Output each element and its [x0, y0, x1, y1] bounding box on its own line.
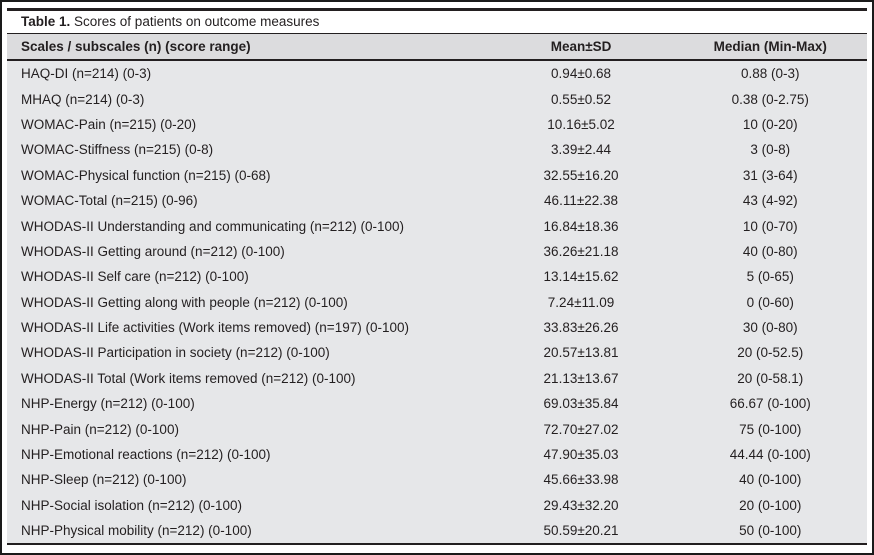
scale-cell: NHP-Emotional reactions (n=212) (0-100): [7, 441, 489, 468]
scale-cell: WHODAS-II Understanding and communicatin…: [7, 213, 489, 239]
scale-cell: WHODAS-II Self care (n=212) (0-100): [7, 264, 489, 290]
mean-sd-cell: 33.83±26.26: [488, 314, 674, 341]
mean-sd-cell: 45.66±33.98: [488, 467, 674, 493]
median-cell: 0 (0-60): [673, 289, 867, 315]
scale-cell: WHODAS-II Participation in society (n=21…: [7, 340, 489, 366]
table-caption-text: Scores of patients on outcome measures: [70, 14, 320, 29]
table-row: WOMAC-Pain (n=215) (0-20) 10.16±5.02 10 …: [7, 111, 867, 138]
table-row: WHODAS-II Understanding and communicatin…: [7, 213, 867, 239]
median-cell: 31 (3-64): [673, 162, 867, 188]
table-row: WHODAS-II Getting along with people (n=2…: [7, 289, 867, 315]
median-cell: 40 (0-80): [673, 238, 867, 265]
outcome-measures-table: Scales / subscales (n) (score range) Mea…: [7, 34, 867, 546]
median-cell: 10 (0-70): [673, 213, 867, 239]
median-cell: 5 (0-65): [673, 264, 867, 290]
table-row: HAQ-DI (n=214) (0-3) 0.94±0.68 0.88 (0-3…: [7, 60, 867, 87]
mean-sd-cell: 0.55±0.52: [488, 86, 674, 112]
mean-sd-cell: 7.24±11.09: [488, 289, 674, 315]
scale-cell: NHP-Social isolation (n=212) (0-100): [7, 492, 489, 519]
table-body: HAQ-DI (n=214) (0-3) 0.94±0.68 0.88 (0-3…: [7, 60, 867, 546]
mean-sd-cell: 29.43±32.20: [488, 492, 674, 519]
mean-sd-cell: 20.57±13.81: [488, 340, 674, 366]
scale-cell: WHODAS-II Life activities (Work items re…: [7, 314, 489, 341]
mean-sd-cell: 69.03±35.84: [488, 391, 674, 417]
median-cell: 75 (0-100): [673, 416, 867, 442]
scale-cell: NHP-Pain (n=212) (0-100): [7, 416, 489, 442]
table-row: WHODAS-II Life activities (Work items re…: [7, 314, 867, 341]
table-row: MHAQ (n=214) (0-3) 0.55±0.52 0.38 (0-2.7…: [7, 86, 867, 112]
median-cell: 10 (0-20): [673, 111, 867, 138]
median-cell: 50 (0-100): [673, 518, 867, 546]
mean-sd-cell: 47.90±35.03: [488, 441, 674, 468]
median-cell: 66.67 (0-100): [673, 391, 867, 417]
mean-sd-cell: 72.70±27.02: [488, 416, 674, 442]
table-row: WHODAS-II Getting around (n=212) (0-100)…: [7, 238, 867, 265]
table-row: NHP-Social isolation (n=212) (0-100) 29.…: [7, 492, 867, 519]
table-row: NHP-Emotional reactions (n=212) (0-100) …: [7, 441, 867, 468]
table-row: NHP-Sleep (n=212) (0-100) 45.66±33.98 40…: [7, 467, 867, 493]
scale-cell: MHAQ (n=214) (0-3): [7, 86, 489, 112]
mean-sd-cell: 50.59±20.21: [488, 518, 674, 546]
mean-sd-cell: 46.11±22.38: [488, 187, 674, 214]
column-header-median: Median (Min-Max): [673, 34, 867, 61]
table-header: Scales / subscales (n) (score range) Mea…: [7, 34, 867, 61]
median-cell: 20 (0-100): [673, 492, 867, 519]
table-caption-label: Table 1.: [21, 14, 71, 29]
mean-sd-cell: 16.84±18.36: [488, 213, 674, 239]
median-cell: 3 (0-8): [673, 137, 867, 163]
table-row: WHODAS-II Total (Work items removed (n=2…: [7, 365, 867, 392]
table-row: WOMAC-Total (n=215) (0-96) 46.11±22.38 4…: [7, 187, 867, 214]
table-row: WOMAC-Physical function (n=215) (0-68) 3…: [7, 162, 867, 188]
mean-sd-cell: 0.94±0.68: [488, 60, 674, 87]
median-cell: 20 (0-58.1): [673, 365, 867, 392]
median-cell: 0.38 (0-2.75): [673, 86, 867, 112]
table-row: WOMAC-Stiffness (n=215) (0-8) 3.39±2.44 …: [7, 137, 867, 163]
column-header-mean-sd: Mean±SD: [488, 34, 674, 61]
scale-cell: WOMAC-Stiffness (n=215) (0-8): [7, 137, 489, 163]
scale-cell: WHODAS-II Getting along with people (n=2…: [7, 289, 489, 315]
table-caption: Table 1. Scores of patients on outcome m…: [7, 8, 867, 34]
table-row: WHODAS-II Self care (n=212) (0-100) 13.1…: [7, 264, 867, 290]
table-row: NHP-Physical mobility (n=212) (0-100) 50…: [7, 518, 867, 546]
table-header-row: Scales / subscales (n) (score range) Mea…: [7, 34, 867, 61]
mean-sd-cell: 13.14±15.62: [488, 264, 674, 290]
median-cell: 0.88 (0-3): [673, 60, 867, 87]
scale-cell: WOMAC-Total (n=215) (0-96): [7, 187, 489, 214]
median-cell: 20 (0-52.5): [673, 340, 867, 366]
table-row: WHODAS-II Participation in society (n=21…: [7, 340, 867, 366]
scale-cell: NHP-Energy (n=212) (0-100): [7, 391, 489, 417]
median-cell: 43 (4-92): [673, 187, 867, 214]
scale-cell: NHP-Sleep (n=212) (0-100): [7, 467, 489, 493]
mean-sd-cell: 3.39±2.44: [488, 137, 674, 163]
mean-sd-cell: 36.26±21.18: [488, 238, 674, 265]
mean-sd-cell: 32.55±16.20: [488, 162, 674, 188]
scale-cell: WOMAC-Pain (n=215) (0-20): [7, 111, 489, 138]
scale-cell: WHODAS-II Getting around (n=212) (0-100): [7, 238, 489, 265]
median-cell: 44.44 (0-100): [673, 441, 867, 468]
scale-cell: WHODAS-II Total (Work items removed (n=2…: [7, 365, 489, 392]
mean-sd-cell: 10.16±5.02: [488, 111, 674, 138]
scale-cell: NHP-Physical mobility (n=212) (0-100): [7, 518, 489, 546]
table-row: NHP-Energy (n=212) (0-100) 69.03±35.84 6…: [7, 391, 867, 417]
mean-sd-cell: 21.13±13.67: [488, 365, 674, 392]
scale-cell: WOMAC-Physical function (n=215) (0-68): [7, 162, 489, 188]
column-header-scales: Scales / subscales (n) (score range): [7, 34, 489, 61]
table-row: NHP-Pain (n=212) (0-100) 72.70±27.02 75 …: [7, 416, 867, 442]
median-cell: 40 (0-100): [673, 467, 867, 493]
scale-cell: HAQ-DI (n=214) (0-3): [7, 60, 489, 87]
median-cell: 30 (0-80): [673, 314, 867, 341]
